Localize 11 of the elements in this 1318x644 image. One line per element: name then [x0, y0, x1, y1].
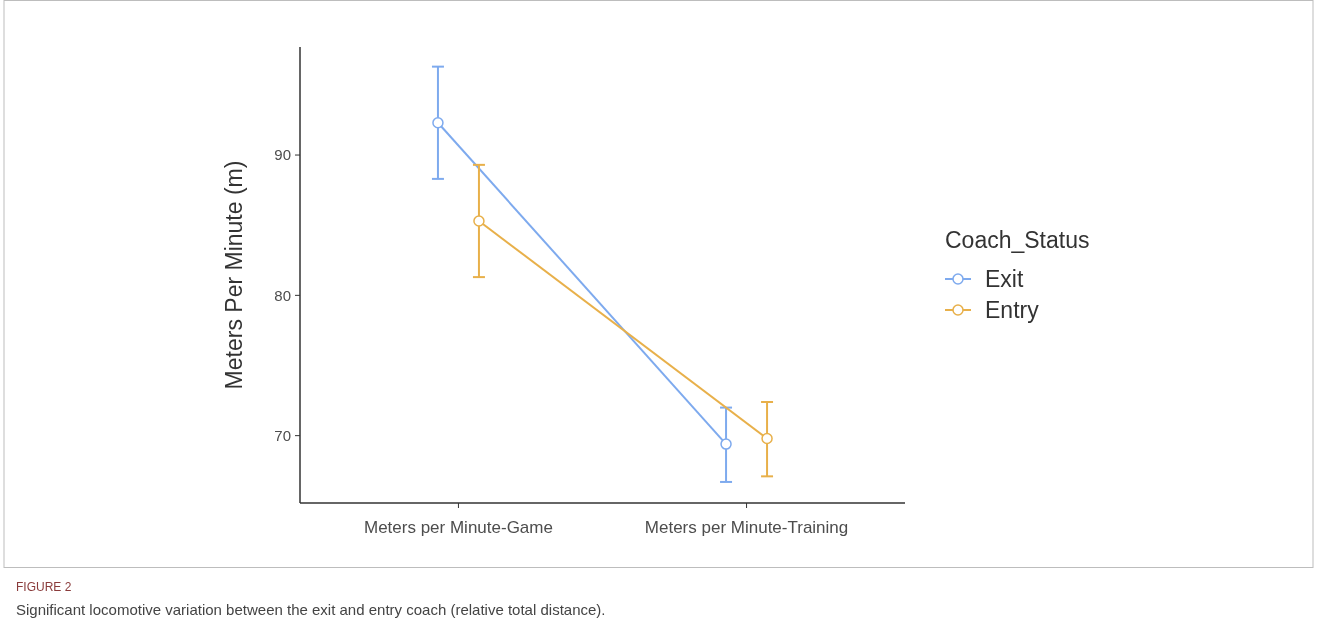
text: Significant locomotive variation between the exit and entry coach (relative total distance).: [16, 601, 606, 618]
x-tick-label: Meters per Minute-Training: [644, 518, 849, 537]
y-tick-label: 70: [274, 426, 291, 444]
legend-title: Coach_Status: [945, 227, 1090, 254]
x-tick-label: Meters per Minute-Game: [363, 518, 553, 537]
y-tick-label: 90: [274, 146, 291, 164]
legend-label: Exit: [985, 266, 1024, 293]
y-axis-title: Meters Per Minute (m): [221, 160, 247, 390]
legend-label: Entry: [985, 297, 1040, 324]
y-tick-label: 80: [274, 286, 291, 304]
caption: FIGURE 2: [16, 580, 72, 594]
